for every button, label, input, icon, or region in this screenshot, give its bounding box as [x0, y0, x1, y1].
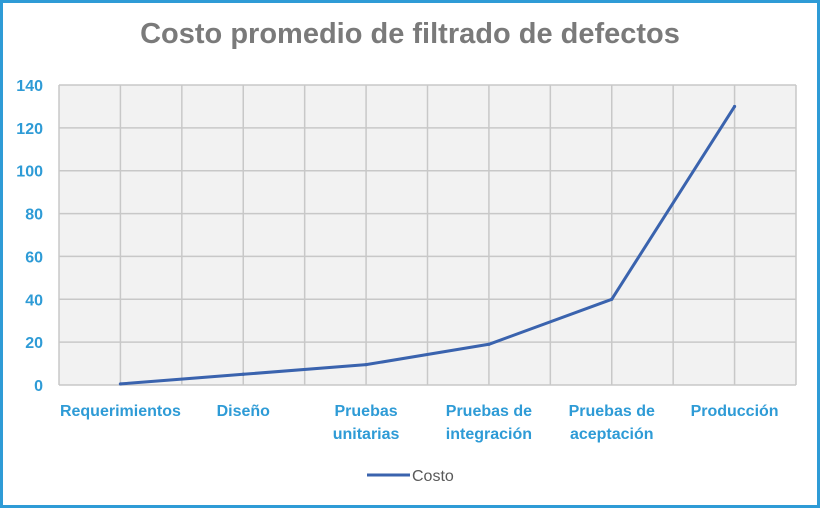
y-axis-ticks: 0 20 40 60 80 100 120 140	[16, 78, 43, 395]
y-tick-label: 60	[25, 249, 43, 266]
y-tick-label: 0	[34, 378, 43, 395]
chart-title: Costo promedio de filtrado de defectos	[140, 18, 680, 50]
y-tick-label: 100	[16, 164, 43, 181]
series-group	[118, 104, 737, 386]
grid-lines	[58, 84, 797, 386]
legend: Costo	[367, 468, 454, 485]
x-tick-label: Pruebas unitarias	[333, 403, 400, 443]
y-tick-label: 40	[25, 292, 43, 309]
x-tick-label: Pruebas de aceptación	[569, 403, 655, 443]
x-axis-ticks: Requerimientos Diseño Pruebas unitarias Prue…	[60, 403, 779, 443]
data-point	[241, 372, 245, 376]
data-point	[610, 297, 614, 301]
data-point	[487, 342, 491, 346]
legend-label: Costo	[412, 468, 454, 485]
y-tick-label: 20	[25, 335, 43, 352]
x-tick-label: Requerimientos	[60, 403, 181, 420]
series-line-costo	[120, 105, 736, 386]
y-tick-label: 120	[16, 121, 43, 138]
x-tick-label: Pruebas de integración	[446, 403, 532, 443]
x-tick-label: Diseño	[217, 403, 271, 420]
data-point	[118, 382, 123, 386]
y-tick-label: 80	[25, 207, 43, 224]
data-point	[364, 363, 368, 367]
x-tick-label: Producción	[691, 403, 779, 420]
data-point	[732, 104, 737, 109]
y-tick-label: 140	[16, 78, 43, 95]
